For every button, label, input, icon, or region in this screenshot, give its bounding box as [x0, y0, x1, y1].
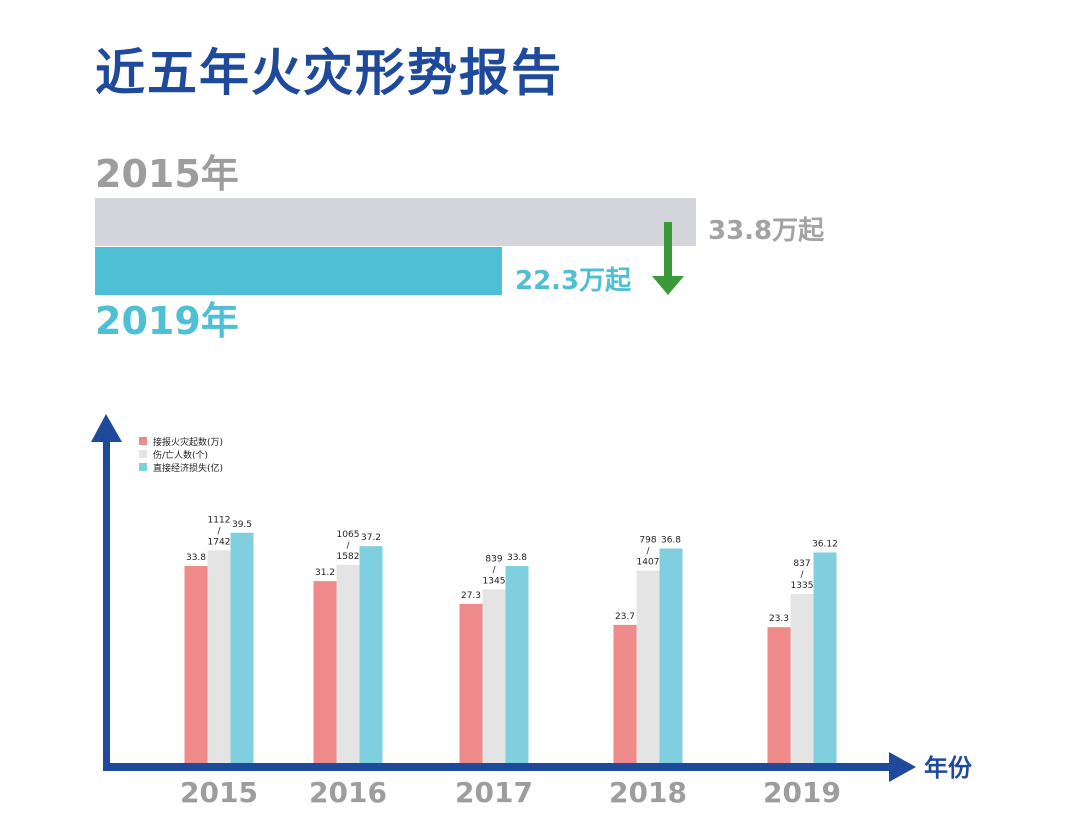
x-axis: [103, 752, 916, 782]
legend-swatch-1: [139, 450, 147, 458]
comparison-value-2019: 22.3万起: [515, 266, 632, 296]
data-label-2018-2-0: 36.8: [661, 536, 681, 546]
bar-2017-1: [482, 589, 506, 763]
data-label-2016-0-0: 31.2: [315, 568, 335, 578]
data-label-2015-2-0: 39.5: [232, 520, 252, 530]
data-label-2016-2-0: 37.2: [361, 533, 381, 543]
decrease-arrow-icon: [652, 222, 684, 295]
data-label-2017-0-0: 27.3: [461, 591, 481, 601]
bar-2018-0: [613, 624, 637, 763]
data-label-2019-1-1: /: [800, 570, 804, 580]
data-label-2018-1-2: 1407: [637, 558, 660, 568]
bar-2016-0: [313, 581, 337, 763]
bar-2017-0: [459, 603, 483, 763]
bar-2015-2: [230, 532, 254, 763]
x-tick-labels: 2015 2016 2017 2018 2019: [180, 776, 841, 809]
bar-2015-1: [207, 550, 231, 763]
x-tick-label-2017: 2017: [455, 776, 533, 809]
x-tick-label-2018: 2018: [609, 776, 687, 809]
data-label-2017-1-2: 1345: [483, 576, 506, 586]
bar-2019-2: [813, 552, 837, 763]
x-tick-label-2015: 2015: [180, 776, 258, 809]
chart-legend: 接报火灾起数(万)伤/亡人数(个)直接经济损失(亿): [139, 436, 223, 474]
data-label-2019-1-2: 1335: [791, 581, 814, 591]
legend-label-2: 直接经济损失(亿): [153, 462, 223, 474]
bar-2015-0: [184, 566, 208, 763]
chart-bars: 33.81112/174239.531.21065/158237.227.383…: [184, 515, 838, 763]
data-label-2015-1-1: /: [217, 526, 221, 536]
comparison-value-2015: 33.8万起: [708, 216, 825, 246]
bar-2018-1: [636, 570, 660, 763]
data-label-2016-1-0: 1065: [337, 530, 360, 540]
legend-label-1: 伤/亡人数(个): [153, 449, 208, 461]
bar-2016-1: [336, 564, 360, 763]
data-label-2016-1-2: 1582: [337, 552, 360, 562]
year-2019-label: 2019年: [95, 299, 239, 343]
x-axis-label: 年份: [924, 754, 973, 782]
data-label-2015-1-0: 1112: [208, 515, 231, 525]
data-label-2017-1-0: 839: [485, 554, 502, 564]
data-label-2015-1-2: 1742: [208, 537, 231, 547]
data-label-2017-2-0: 33.8: [507, 553, 527, 563]
comparison-bar-2019: [95, 247, 502, 295]
comparison-bar-2015: [95, 198, 696, 246]
data-label-2017-1-1: /: [492, 565, 496, 575]
data-label-2018-1-0: 798: [639, 536, 656, 546]
bar-2016-2: [359, 546, 383, 763]
page-title: 近五年火灾形势报告: [95, 44, 563, 102]
data-label-2019-0-0: 23.3: [769, 614, 789, 624]
year-2015-label: 2015年: [95, 152, 239, 196]
data-label-2018-1-1: /: [646, 547, 650, 557]
y-axis: [91, 414, 122, 768]
bar-2019-1: [790, 593, 814, 763]
x-tick-label-2016: 2016: [309, 776, 387, 809]
bar-2018-2: [659, 548, 683, 763]
x-tick-label-2019: 2019: [763, 776, 841, 809]
data-label-2016-1-1: /: [346, 541, 350, 551]
legend-label-0: 接报火灾起数(万): [153, 436, 223, 448]
legend-swatch-0: [139, 437, 147, 445]
legend-swatch-2: [139, 463, 147, 471]
bar-2017-2: [505, 566, 529, 763]
data-label-2015-0-0: 33.8: [186, 553, 206, 563]
bar-2019-0: [767, 627, 791, 763]
data-label-2019-2-0: 36.12: [812, 539, 838, 549]
data-label-2019-1-0: 837: [793, 559, 810, 569]
data-label-2018-0-0: 23.7: [615, 612, 635, 622]
